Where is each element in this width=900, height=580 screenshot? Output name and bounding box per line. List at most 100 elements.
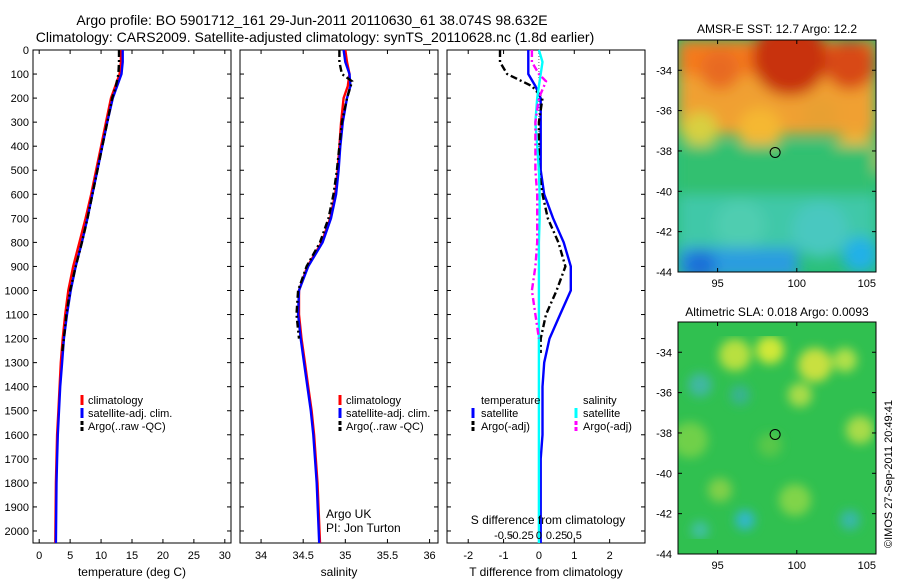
y-tick-label: 500 — [11, 165, 29, 177]
x-tick-label: 0 — [36, 550, 42, 562]
temperature-series — [54, 50, 124, 544]
map-x-tick-label: 105 — [858, 560, 876, 572]
legend-label: satellite — [481, 408, 518, 420]
x-tick-label: 25 — [188, 550, 200, 562]
y-tick-label: 200 — [11, 93, 29, 105]
y-tick-label: 100 — [11, 69, 29, 81]
salinity-axes-box — [239, 49, 439, 544]
x-tick-label: 34 — [255, 550, 267, 562]
map-y-tick-label: -34 — [656, 65, 672, 77]
legend-label: satellite-adj. clim. — [88, 408, 172, 420]
x-tick-label: 15 — [126, 550, 138, 562]
map-y-tick-label: -38 — [656, 146, 672, 158]
map-x-tick-label: 95 — [711, 278, 723, 290]
argo-annotation-line2: PI: Jon Turton — [326, 521, 401, 535]
x-tick-label: 36 — [423, 550, 435, 562]
x-tick-label: 5 — [67, 550, 73, 562]
temperature-xlabel: temperature (deg C) — [78, 565, 186, 579]
difference-series — [498, 49, 572, 543]
top-tick-label: 0.25 — [546, 530, 567, 542]
legend-label: Argo(-adj) — [583, 421, 632, 433]
y-tick-label: 1700 — [5, 454, 29, 466]
x-tick-label: 1 — [571, 550, 577, 562]
y-tick-label: 1100 — [5, 310, 29, 322]
map-y-tick-label: -40 — [656, 186, 672, 198]
series-line — [54, 50, 124, 544]
sst-argo-location-marker — [769, 146, 781, 158]
y-tick-label: 600 — [11, 189, 29, 201]
series-line — [530, 50, 548, 339]
map-y-tick-label: -36 — [656, 106, 672, 118]
y-tick-label: 0 — [23, 45, 29, 57]
y-tick-label: 1800 — [5, 478, 29, 490]
series-line — [295, 50, 354, 339]
x-tick-label: -1 — [499, 550, 509, 562]
series-line — [60, 50, 121, 354]
difference-y-ticks — [447, 49, 645, 532]
difference-xlabel: T difference from climatology — [469, 565, 623, 579]
series-line — [534, 49, 544, 543]
salinity-panel: 34 34.5 35 35.5 36 salinity climatologysatel… — [239, 49, 439, 579]
difference-top-xlabel: S difference from climatology — [471, 513, 626, 527]
map-x-tick-label: 105 — [858, 278, 876, 290]
map-x-tick-label: 100 — [788, 278, 806, 290]
legend-label: Argo(..raw -QC) — [346, 421, 424, 433]
top-tick-label: -0.5 — [494, 530, 513, 542]
map-y-tick-label: -38 — [656, 428, 672, 440]
salinity-xlabel: salinity — [321, 565, 358, 579]
difference-legend: temperature salinitysatelliteArgo(-adj)sa… — [471, 395, 632, 433]
map-y-tick-label: -44 — [656, 267, 672, 279]
x-tick-label: 34.5 — [292, 550, 313, 562]
y-tick-label: 1200 — [5, 334, 29, 346]
sla-heatmap — [678, 322, 876, 554]
y-tick-label: 900 — [11, 261, 29, 273]
sla-map-frame — [677, 321, 877, 555]
y-tick-label: 1400 — [5, 382, 29, 394]
sla-map-title: Altimetric SLA: 0.018 Argo: 0.0093 — [685, 305, 869, 319]
map-y-tick-label: -36 — [656, 388, 672, 400]
temperature-panel: 0100200300400500600700800900100011001200… — [5, 45, 232, 579]
y-tick-label: 300 — [11, 117, 29, 129]
x-tick-label: 10 — [95, 550, 107, 562]
top-tick-label: 0.5 — [567, 530, 582, 542]
x-tick-label: 20 — [157, 550, 169, 562]
sst-map-panel: AMSR-E SST: 12.7 Argo: 12.2 — [656, 22, 877, 290]
salinity-y-ticks — [240, 49, 438, 532]
top-tick-label: -0.25 — [509, 530, 534, 542]
map-y-tick-label: -40 — [656, 468, 672, 480]
y-tick-label: 700 — [11, 213, 29, 225]
legend-title-salinity: salinity — [583, 395, 617, 407]
legend-label: climatology — [346, 395, 402, 407]
y-tick-label: 1000 — [5, 285, 29, 297]
map-y-tick-label: -42 — [656, 227, 672, 239]
sst-map-frame — [677, 39, 877, 273]
y-tick-label: 1600 — [5, 430, 29, 442]
argo-annotation-line1: Argo UK — [326, 507, 371, 521]
series-line — [498, 50, 567, 353]
copyright-timestamp: ©IMOS 27-Sep-2011 20:49:41 — [883, 400, 895, 548]
sla-map-panel: Altimetric SLA: 0.018 Argo: 0.0093 — [656, 305, 877, 572]
legend-title-temperature: temperature — [481, 395, 540, 407]
x-tick-label: 30 — [219, 550, 231, 562]
legend-label: Argo(..raw -QC) — [88, 421, 166, 433]
legend-label: satellite — [583, 408, 620, 420]
sst-map-y-ticks: -44 -42 -40 -38 -36 -34 — [656, 65, 876, 279]
sst-map-title: AMSR-E SST: 12.7 Argo: 12.2 — [697, 22, 857, 36]
sla-map-x-ticks: 95 100 105 — [711, 322, 877, 572]
x-tick-label: 2 — [607, 550, 613, 562]
y-tick-label: 1900 — [5, 502, 29, 514]
map-y-tick-label: -42 — [656, 509, 672, 521]
x-tick-label: -2 — [463, 550, 473, 562]
figure-title-line1: Argo profile: BO 5901712_161 29-Jun-2011… — [76, 12, 547, 28]
temperature-axes-box — [32, 49, 232, 544]
difference-axes-box — [446, 49, 646, 544]
y-tick-label: 2000 — [5, 526, 29, 538]
figure-title-line2: Climatology: CARS2009. Satellite-adjuste… — [36, 29, 594, 45]
sla-map-y-ticks: -44 -42 -40 -38 -36 -34 — [656, 347, 876, 561]
top-tick-label: 0 — [536, 530, 542, 542]
sla-argo-location-marker — [769, 428, 781, 440]
difference-top-ticks: -0.5-0.25 0 0.25 0.5 — [494, 530, 582, 542]
